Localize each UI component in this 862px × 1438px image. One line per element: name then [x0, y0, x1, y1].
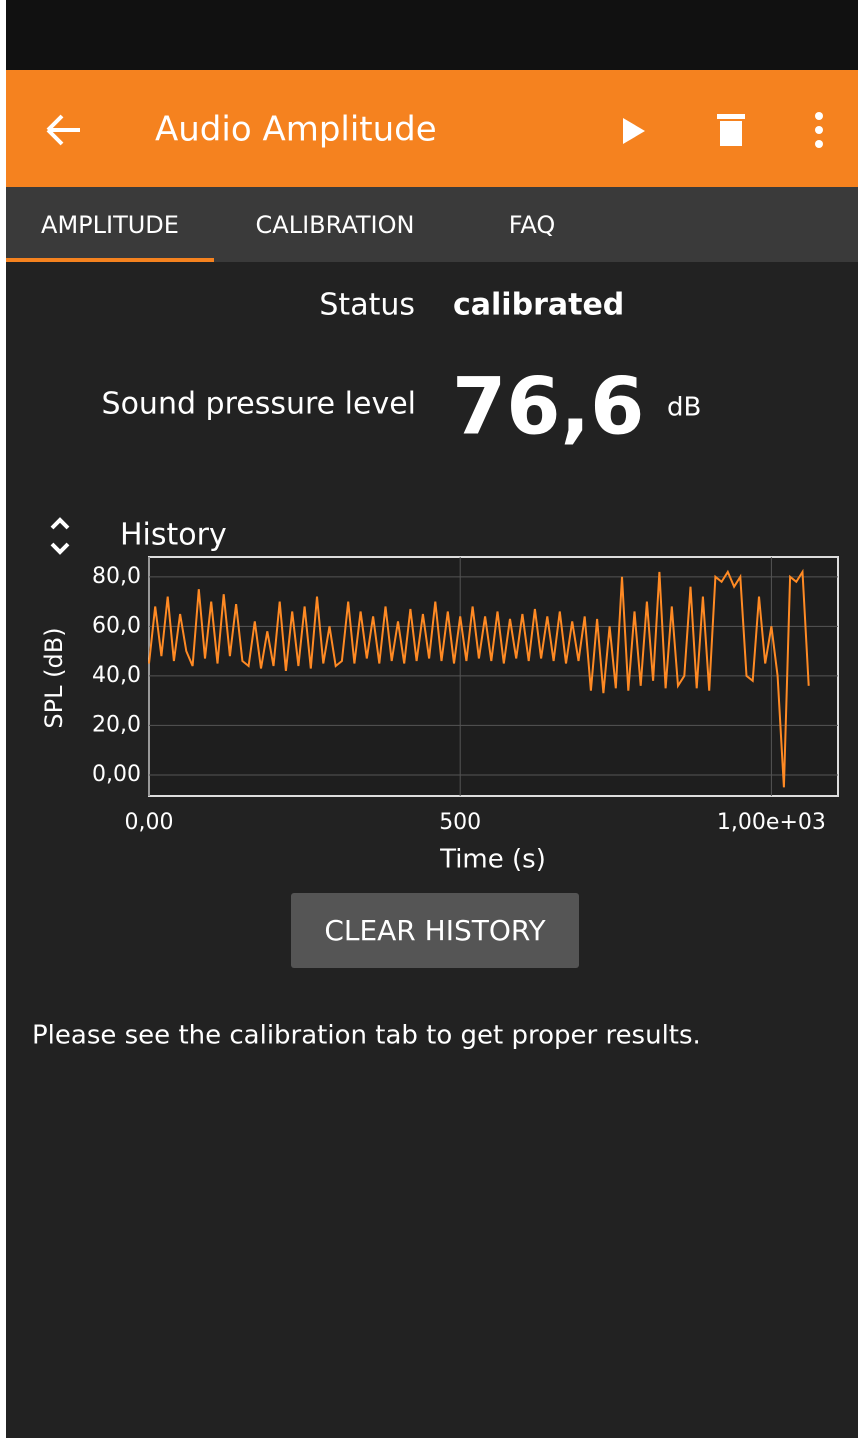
x-tick-label: 1,00e+03	[717, 810, 826, 835]
spl-label: Sound pressure level	[102, 387, 416, 422]
tab[interactable]: CALIBRATION	[256, 211, 415, 239]
menu-icon[interactable]	[815, 112, 823, 148]
x-tick-label: 0,00	[125, 810, 174, 835]
history-label: History	[120, 518, 227, 553]
y-tick-label: 20,0	[92, 712, 141, 737]
y-tick-label: 60,0	[92, 613, 141, 638]
play-icon[interactable]	[623, 118, 645, 144]
y-tick-label: 40,0	[92, 663, 141, 688]
chart: 0,00 20,0 40,0 60,0 80,0 0,00 500 1,00e+03	[92, 557, 838, 835]
y-axis-label: SPL (dB)	[40, 627, 68, 728]
clear-button-label[interactable]: CLEAR HISTORY	[324, 914, 546, 947]
x-tick-label: 500	[439, 810, 481, 835]
expand-icon[interactable]	[50, 517, 70, 555]
y-tick-label: 0,00	[92, 762, 141, 787]
tab-bar	[6, 187, 858, 262]
status-value: calibrated	[453, 288, 624, 323]
back-icon[interactable]	[46, 114, 80, 146]
tab[interactable]: FAQ	[509, 211, 556, 239]
spl-unit: dB	[667, 393, 701, 423]
data-line	[148, 568, 810, 788]
y-tick-label: 80,0	[92, 564, 141, 589]
spl-value: 76,6	[452, 362, 644, 452]
app-title: Audio Amplitude	[155, 110, 437, 150]
status-label: Status	[319, 288, 415, 323]
clear-button[interactable]	[291, 893, 579, 968]
content	[6, 262, 858, 1438]
tab[interactable]: AMPLITUDE	[41, 211, 179, 239]
status-bar	[6, 0, 858, 70]
note: Please see the calibration tab to get pr…	[32, 1021, 701, 1051]
delete-icon[interactable]	[717, 114, 745, 146]
tab-indicator	[6, 258, 214, 262]
plot-area	[148, 556, 839, 797]
app-bar	[6, 70, 858, 187]
x-axis-label: Time (s)	[439, 845, 546, 875]
